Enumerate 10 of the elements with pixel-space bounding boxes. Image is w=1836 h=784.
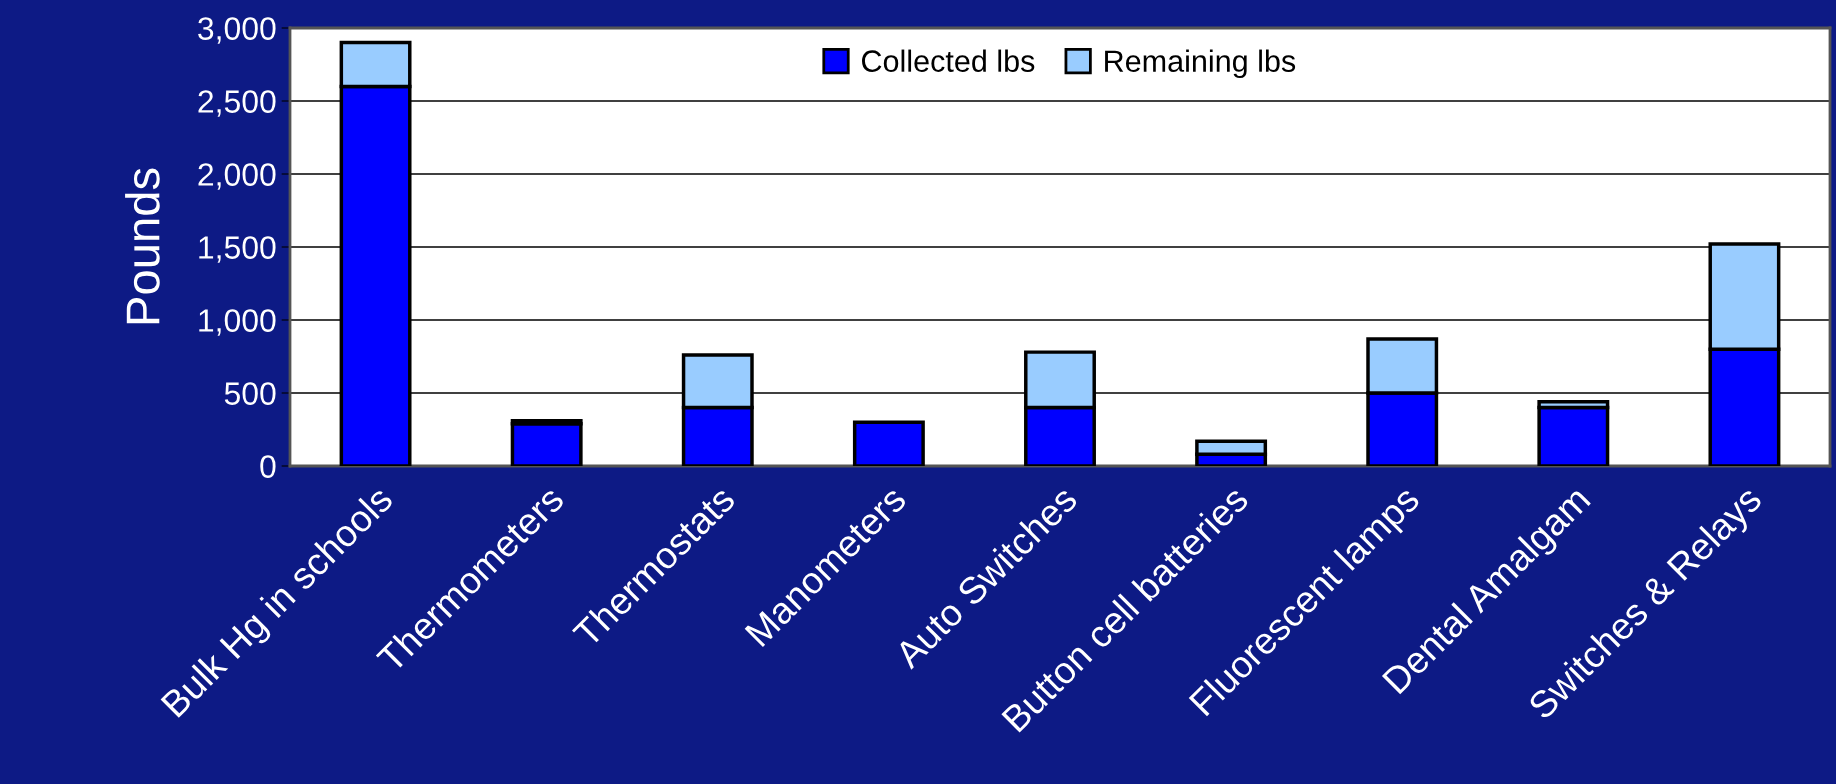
y-tick-label: 1,000: [199, 309, 276, 336]
y-tick-label: 0: [260, 455, 276, 478]
legend-label: Collected lbs: [862, 49, 1035, 72]
y-axis-title: Pounds: [125, 168, 160, 324]
y-tick-label: 2,500: [198, 90, 276, 117]
y-tick-label: 2,000: [198, 163, 276, 190]
y-tick-label: 3,000: [198, 17, 276, 44]
y-tick-label: 500: [224, 382, 276, 405]
legend-label: Remaining lbs: [1105, 49, 1296, 79]
y-tick-label: 1,500: [199, 236, 276, 263]
